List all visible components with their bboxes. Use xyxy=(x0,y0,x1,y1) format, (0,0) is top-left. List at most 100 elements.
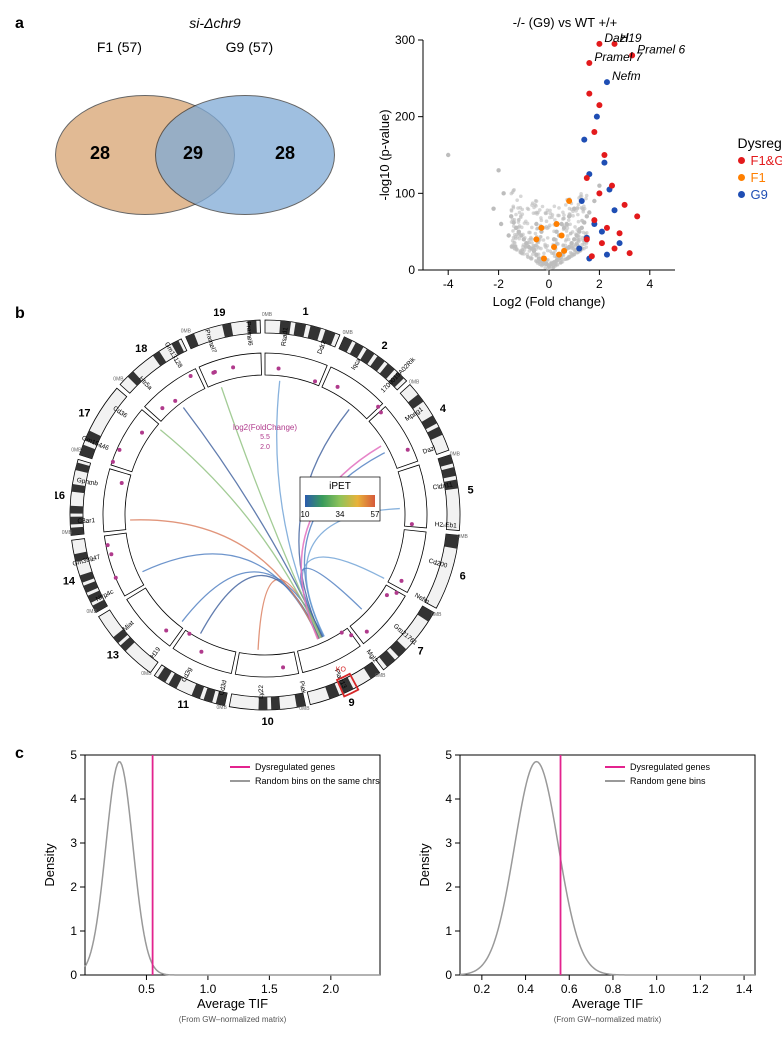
svg-text:log2(FoldChange): log2(FoldChange) xyxy=(233,423,297,432)
svg-text:Dysregulated genes: Dysregulated genes xyxy=(255,762,336,772)
svg-text:0MB: 0MB xyxy=(458,534,469,540)
svg-text:100: 100 xyxy=(395,186,415,200)
svg-text:Random bins on the same chrs: Random bins on the same chrs xyxy=(255,776,380,786)
svg-text:1: 1 xyxy=(70,924,77,938)
svg-text:Pramel 6: Pramel 6 xyxy=(637,42,685,56)
svg-text:1.4: 1.4 xyxy=(736,982,753,996)
svg-text:300: 300 xyxy=(395,33,415,47)
svg-text:0.4: 0.4 xyxy=(517,982,534,996)
svg-text:5: 5 xyxy=(445,748,452,762)
svg-text:Pramel6: Pramel6 xyxy=(244,321,253,346)
svg-text:13: 13 xyxy=(107,649,119,661)
svg-text:1.0: 1.0 xyxy=(200,982,217,996)
venn-right-label: G9 (57) xyxy=(226,39,273,55)
venn-circle-right xyxy=(155,95,335,215)
svg-text:4: 4 xyxy=(445,792,452,806)
svg-text:10: 10 xyxy=(301,510,310,519)
svg-text:1: 1 xyxy=(302,306,308,318)
venn-right-count: 28 xyxy=(275,143,295,164)
svg-text:0: 0 xyxy=(70,968,77,982)
svg-text:5: 5 xyxy=(70,748,77,762)
svg-text:0MB: 0MB xyxy=(375,673,386,679)
svg-text:2.0: 2.0 xyxy=(322,982,339,996)
svg-text:KO: KO xyxy=(336,667,347,674)
svg-text:0.2: 0.2 xyxy=(474,982,491,996)
svg-text:0MB: 0MB xyxy=(62,530,73,536)
svg-text:0MB: 0MB xyxy=(299,706,310,712)
svg-text:Mgl2: Mgl2 xyxy=(365,649,379,665)
venn-diagram: 28 29 28 xyxy=(35,65,335,245)
density-plot-left: 0.51.01.52.0012345Average TIF(From GW–no… xyxy=(40,740,395,1035)
svg-text:14: 14 xyxy=(63,575,76,587)
volcano-legend-title: Dysregulated xyxy=(738,135,782,151)
svg-text:iPET: iPET xyxy=(329,481,351,492)
svg-text:Miat: Miat xyxy=(122,620,136,633)
svg-text:10: 10 xyxy=(261,716,273,725)
svg-text:-4: -4 xyxy=(443,277,454,291)
svg-text:2: 2 xyxy=(445,880,452,894)
venn-title: si-Δchr9 xyxy=(55,15,375,31)
venn-container: si-Δchr9 F1 (57) G9 (57) 28 29 28 xyxy=(15,15,375,295)
legend-dot xyxy=(738,157,745,164)
svg-text:Density: Density xyxy=(417,843,432,887)
svg-text:5.5: 5.5 xyxy=(260,434,270,441)
density-left-svg: 0.51.01.52.0012345Average TIF(From GW–no… xyxy=(40,740,395,1030)
panel-c-label: c xyxy=(15,745,24,763)
venn-left-label: F1 (57) xyxy=(97,39,142,55)
svg-text:C3ar1: C3ar1 xyxy=(77,517,95,525)
svg-text:Density: Density xyxy=(42,843,57,887)
svg-text:0.5: 0.5 xyxy=(138,982,155,996)
volcano-legend: Dysregulated F1&G9F1G9 xyxy=(738,135,782,204)
volcano-plot: -4-20240100200300Log2 (Fold change)-log1… xyxy=(375,30,685,310)
svg-text:0: 0 xyxy=(445,968,452,982)
svg-text:Ly22: Ly22 xyxy=(258,685,265,699)
svg-text:0MB: 0MB xyxy=(409,379,420,385)
legend-item: F1 xyxy=(738,170,782,185)
legend-label: F1&G9 xyxy=(751,153,782,168)
svg-text:0MB: 0MB xyxy=(431,612,442,618)
svg-text:0MB: 0MB xyxy=(71,448,82,454)
svg-text:0: 0 xyxy=(546,277,553,291)
legend-label: F1 xyxy=(751,170,766,185)
svg-text:57: 57 xyxy=(371,510,380,519)
circos-svg: 10MB20MB40MB50MB60MB70MB90MB100MB110MB13… xyxy=(55,305,475,725)
svg-text:0MB: 0MB xyxy=(87,609,98,615)
volcano-container: -/- (G9) vs WT +/+ -4-20240100200300Log2… xyxy=(375,15,755,295)
svg-text:200: 200 xyxy=(395,110,415,124)
svg-text:2: 2 xyxy=(596,277,603,291)
density-plot-right: 0.20.40.60.81.01.21.4012345Average TIF(F… xyxy=(415,740,770,1035)
svg-text:0.6: 0.6 xyxy=(561,982,578,996)
svg-text:Cd36: Cd36 xyxy=(112,405,129,420)
svg-text:16: 16 xyxy=(55,490,65,502)
svg-text:4: 4 xyxy=(646,277,653,291)
legend-dot xyxy=(738,191,745,198)
panel-b: 10MB20MB40MB50MB60MB70MB90MB100MB110MB13… xyxy=(15,305,767,735)
svg-text:3: 3 xyxy=(70,836,77,850)
legend-dot xyxy=(738,174,745,181)
venn-left-count: 28 xyxy=(90,143,110,164)
svg-text:1.0: 1.0 xyxy=(648,982,665,996)
svg-text:Random gene bins: Random gene bins xyxy=(630,776,706,786)
svg-text:Piek: Piek xyxy=(298,680,308,695)
volcano-title: -/- (G9) vs WT +/+ xyxy=(375,15,755,30)
svg-text:0MB: 0MB xyxy=(181,328,192,334)
svg-text:4: 4 xyxy=(70,792,77,806)
svg-text:1: 1 xyxy=(445,924,452,938)
svg-text:18: 18 xyxy=(135,343,147,355)
svg-text:0MB: 0MB xyxy=(450,451,461,457)
svg-text:Average TIF: Average TIF xyxy=(197,996,268,1011)
svg-text:7: 7 xyxy=(417,645,423,657)
svg-text:2: 2 xyxy=(382,340,388,352)
svg-text:19: 19 xyxy=(213,307,225,319)
svg-text:Cd3g: Cd3g xyxy=(181,666,194,683)
svg-text:Average TIF: Average TIF xyxy=(572,996,643,1011)
svg-text:5: 5 xyxy=(468,485,474,497)
svg-text:2: 2 xyxy=(70,880,77,894)
svg-text:9: 9 xyxy=(348,697,354,709)
circos-plot: 10MB20MB40MB50MB60MB70MB90MB100MB110MB13… xyxy=(55,305,475,725)
svg-text:(From GW–normalized matrix): (From GW–normalized matrix) xyxy=(179,1015,287,1024)
svg-text:H2-Eb1: H2-Eb1 xyxy=(435,521,458,529)
svg-text:0: 0 xyxy=(408,263,415,277)
svg-text:0MB: 0MB xyxy=(262,312,273,318)
svg-text:0MB: 0MB xyxy=(343,330,354,336)
